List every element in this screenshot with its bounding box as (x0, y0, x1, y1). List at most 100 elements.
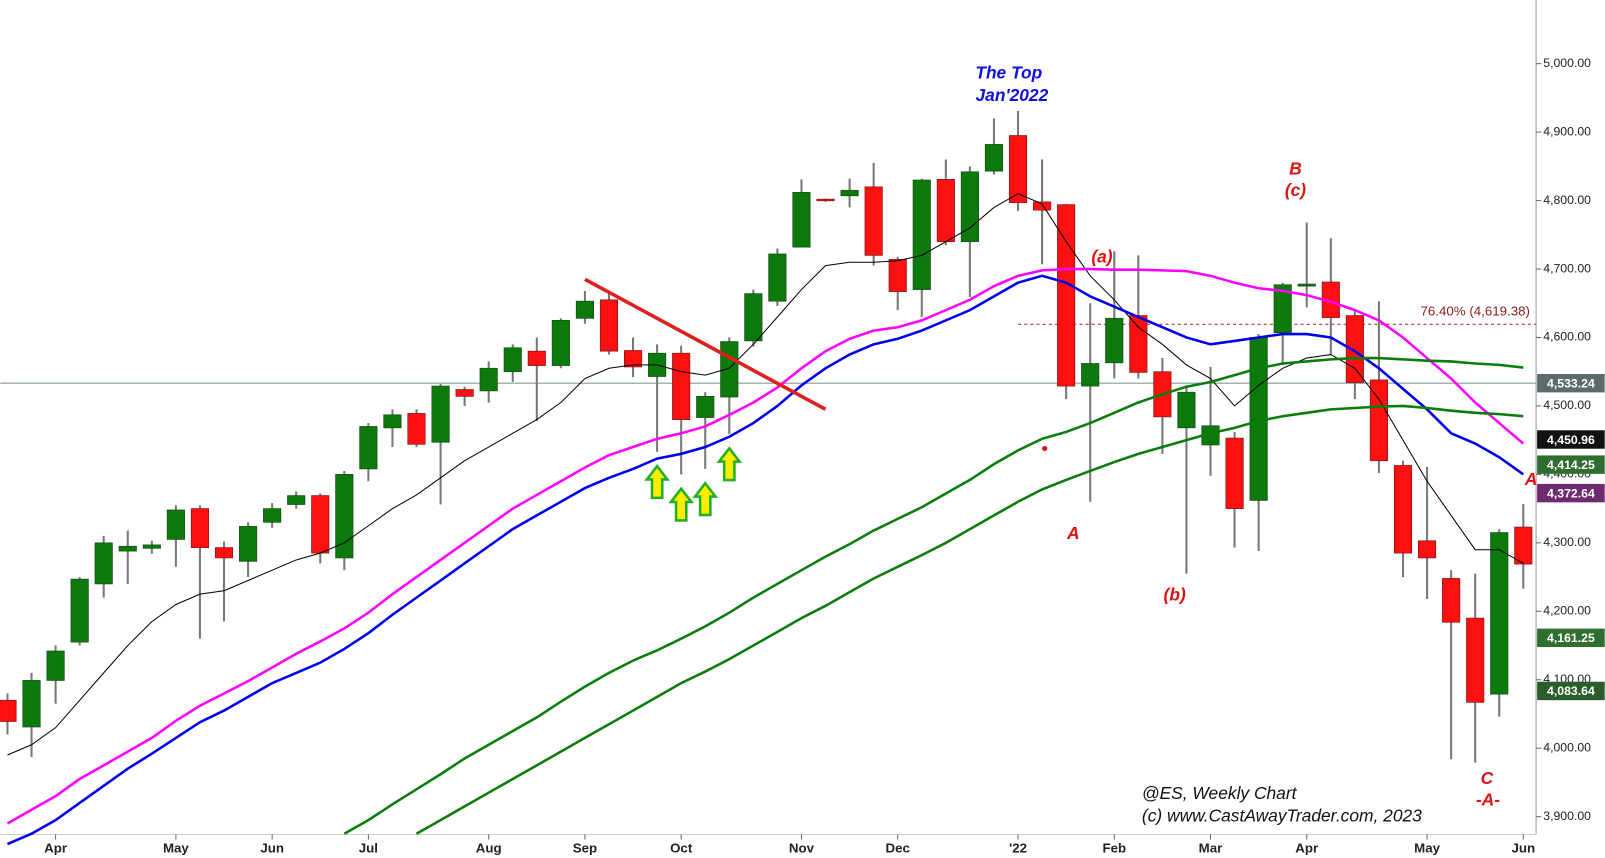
candle-body (527, 350, 546, 366)
annotation: (b) (1164, 584, 1186, 604)
candle-body (431, 385, 450, 443)
candle-body (672, 352, 691, 420)
price-box (1537, 373, 1605, 393)
candle-body (335, 474, 354, 559)
candle-body (0, 699, 17, 722)
candle-body (70, 578, 89, 643)
candle-body (287, 495, 306, 505)
price-box-label: 4,083.64 (1547, 684, 1595, 698)
up-arrow (716, 446, 743, 482)
annotation: (c) (1285, 180, 1306, 200)
candle-body (1225, 437, 1244, 509)
up-arrow (692, 481, 719, 517)
watermark: (c) www.CastAwayTrader.com, 2023 (1142, 806, 1422, 826)
moving-average-line (415, 404, 1524, 835)
candle-body (1297, 283, 1316, 287)
candle-body (479, 367, 498, 392)
candle-body (455, 389, 474, 397)
annotation: C (1481, 768, 1494, 788)
watermark: @ES, Weekly Chart (1142, 783, 1298, 803)
candle-body (46, 650, 65, 681)
y-tick-label: 4,800.00 (1543, 193, 1591, 207)
candle-body (1490, 532, 1509, 695)
annotation: The Top (975, 62, 1042, 82)
candle-body (1081, 363, 1100, 387)
candle-body (503, 347, 522, 373)
candle-body (1417, 540, 1437, 559)
price-box (1537, 681, 1605, 701)
y-tick-label: 4,200.00 (1543, 604, 1591, 618)
annotation: A (1524, 469, 1538, 489)
y-tick-label: 4,000.00 (1543, 740, 1591, 754)
candle-body (190, 508, 210, 548)
y-tick-label: 4,600.00 (1543, 330, 1591, 344)
price-box (1537, 430, 1605, 449)
x-tick-label: Dec (886, 840, 910, 855)
candle-body (1514, 526, 1533, 565)
fib-label: 76.40% (4,619.38) (1421, 303, 1530, 318)
candle-body (1105, 317, 1124, 364)
candle-body (840, 189, 859, 197)
candle-body (311, 495, 330, 554)
annotation: A (1066, 523, 1080, 543)
candle-body (984, 144, 1004, 172)
price-box (1537, 455, 1605, 474)
candle-body (1008, 135, 1028, 203)
moving-average-line (343, 356, 1524, 835)
y-tick-label: 5,100.00 (1543, 0, 1591, 1)
x-tick-label: '22 (1009, 840, 1027, 855)
candle-body (816, 198, 835, 202)
up-arrow (668, 486, 695, 522)
x-tick-label: Jul (359, 840, 378, 855)
y-tick-label: 3,900.00 (1543, 809, 1591, 823)
annotation: Jan'2022 (975, 85, 1048, 105)
x-tick-label: May (1414, 840, 1440, 855)
up-arrow (644, 464, 670, 500)
candle-body (720, 341, 739, 398)
marker-dot (1042, 445, 1048, 452)
trendline (584, 277, 827, 411)
candle-body (696, 395, 715, 418)
y-tick-label: 4,700.00 (1543, 261, 1591, 275)
x-tick-label: Apr (1295, 840, 1318, 855)
candle-body (383, 414, 402, 429)
price-box-label: 4,414.25 (1547, 458, 1595, 472)
candle-body (623, 350, 643, 368)
candle-body (744, 293, 763, 342)
candle-body (142, 544, 161, 549)
y-tick-label: 5,000.00 (1543, 56, 1591, 70)
x-tick-label: Mar (1199, 840, 1223, 855)
price-box (1537, 628, 1605, 648)
annotation: B (1289, 159, 1302, 179)
moving-average-line (6, 267, 1525, 825)
x-tick-label: May (163, 840, 189, 855)
moving-average-line (7, 193, 1524, 756)
candle-body (1442, 578, 1461, 623)
candle-body (551, 320, 570, 366)
x-tick-label: Apr (44, 840, 67, 855)
price-box (1537, 483, 1605, 503)
candle-body (864, 186, 883, 256)
candle-body (359, 426, 378, 470)
candle-body (407, 413, 426, 445)
x-tick-label: Sep (573, 840, 597, 855)
y-tick-label: 4,300.00 (1543, 535, 1591, 549)
x-tick-label: Oct (670, 840, 693, 855)
candle-body (792, 191, 811, 248)
candle-body (22, 680, 41, 728)
price-box-label: 4,450.96 (1547, 433, 1595, 447)
candle-body (575, 300, 594, 319)
price-box-label: 4,372.64 (1547, 486, 1595, 500)
ma-lines (6, 193, 1525, 846)
candle-body (263, 508, 282, 523)
candle-body (1057, 204, 1076, 387)
x-tick-label: Feb (1102, 840, 1126, 855)
candle-body (1129, 315, 1148, 373)
moving-average-line (6, 274, 1525, 846)
candle-body (239, 526, 258, 562)
x-tick-label: Jun (260, 840, 284, 855)
x-tick-label: Aug (476, 840, 502, 855)
candle-body (888, 259, 907, 292)
